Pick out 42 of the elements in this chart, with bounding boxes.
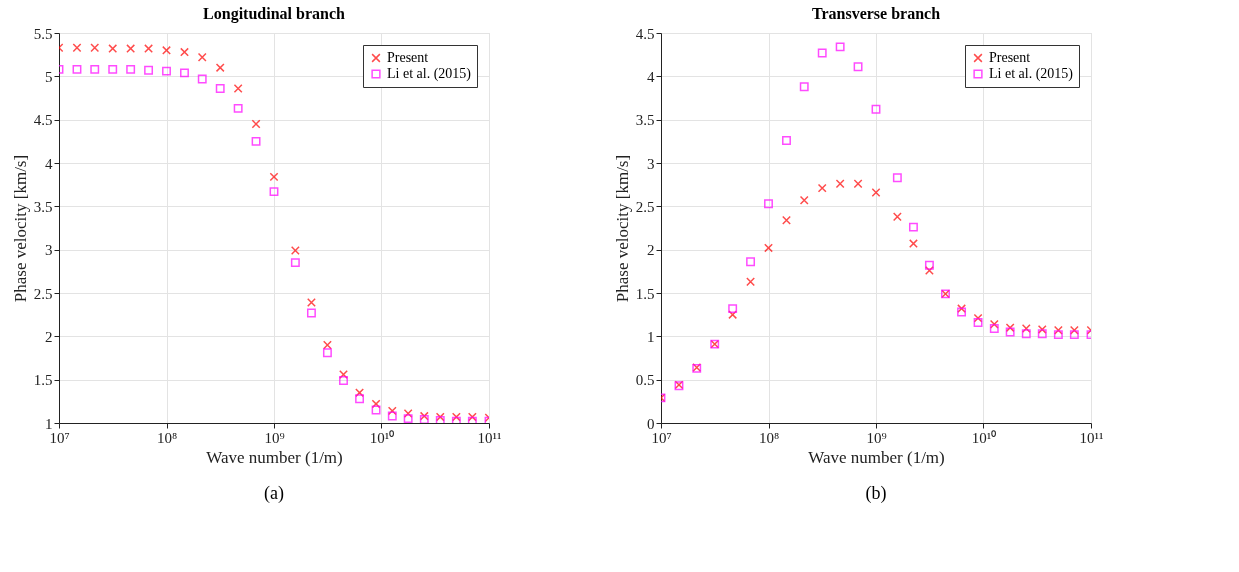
y-tick-label: 1 (45, 415, 53, 432)
x-tick-label: 10⁹ (264, 429, 285, 446)
text: (b) (865, 483, 887, 504)
y-tick-label: 3 (647, 155, 655, 172)
x-tick-label: 10¹¹ (1079, 429, 1104, 446)
x-axis-title: Wave number (1/m) (808, 447, 945, 467)
text: (a) (264, 483, 284, 504)
chart-title: Transverse branch (811, 5, 941, 22)
x-tick-label: 10¹¹ (477, 429, 502, 446)
x-tick-label: 10⁹ (866, 429, 887, 446)
x-tick-label: 10⁷ (651, 429, 672, 446)
legend-label: Li et al. (2015) (989, 66, 1074, 82)
y-tick-label: 3.5 (33, 198, 53, 215)
y-tick-label: 1.5 (33, 372, 53, 389)
x-tick-label: 10¹⁰ (369, 429, 395, 446)
x-tick-label: 10⁸ (758, 429, 780, 446)
legend-label: Present (989, 50, 1031, 65)
y-tick-label: 1.5 (635, 285, 655, 302)
y-tick-label: 5 (45, 68, 53, 85)
y-tick-label: 2.5 (635, 198, 655, 215)
y-tick-label: 0 (647, 415, 655, 432)
y-axis-title: Phase velocity [km/s] (612, 154, 632, 303)
y-tick-label: 2.5 (33, 285, 53, 302)
y-tick-label: 3 (45, 242, 53, 259)
y-tick-label: 3.5 (635, 112, 655, 129)
y-tick-label: 4.5 (33, 112, 53, 129)
y-tick-label: 1 (647, 328, 655, 345)
chart-title: Longitudinal branch (203, 5, 346, 23)
y-axis-title: Phase velocity [km/s] (10, 154, 30, 303)
y-tick-label: 2 (45, 328, 53, 345)
y-tick-label: 4 (45, 155, 53, 172)
x-tick-label: 10⁸ (156, 429, 178, 446)
legend-label: Present (387, 50, 429, 65)
x-tick-label: 10⁷ (49, 429, 70, 446)
legend-label: Li et al. (2015) (387, 66, 472, 82)
y-tick-label: 0.5 (635, 372, 655, 389)
y-tick-label: 5.5 (33, 25, 53, 42)
x-axis-title: Wave number (1/m) (206, 447, 343, 467)
y-tick-label: 2 (647, 242, 655, 259)
y-tick-label: 4.5 (635, 25, 655, 42)
y-tick-label: 4 (647, 68, 655, 85)
x-tick-label: 10¹⁰ (971, 429, 997, 446)
